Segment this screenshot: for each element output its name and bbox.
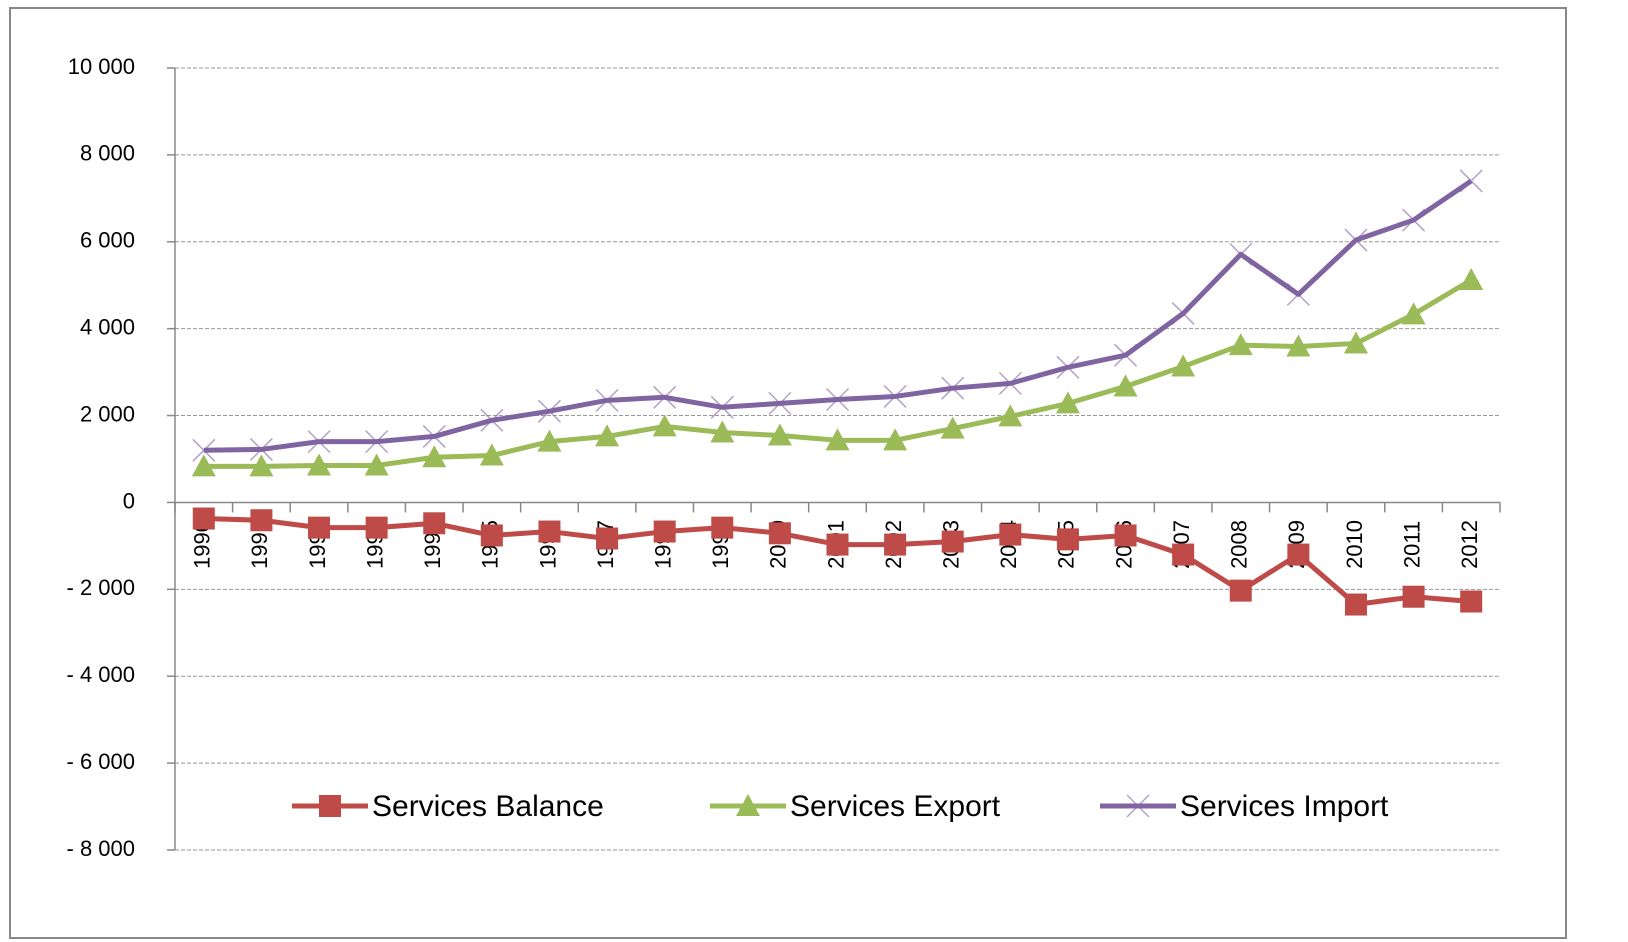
marker bbox=[250, 509, 273, 532]
marker bbox=[1459, 268, 1484, 291]
marker bbox=[1287, 543, 1310, 566]
marker bbox=[307, 430, 331, 454]
marker bbox=[826, 533, 849, 556]
y-tick-label: - 6 000 bbox=[67, 749, 136, 774]
marker bbox=[1286, 334, 1311, 357]
marker bbox=[1459, 169, 1483, 193]
marker bbox=[307, 453, 332, 476]
x-tick-label: 2011 bbox=[1399, 521, 1424, 568]
marker bbox=[998, 404, 1023, 427]
marker bbox=[191, 454, 216, 477]
marker bbox=[736, 794, 760, 816]
marker bbox=[1172, 543, 1195, 566]
marker bbox=[479, 443, 504, 466]
marker bbox=[537, 429, 562, 452]
y-tick-label: - 4 000 bbox=[67, 662, 136, 687]
marker bbox=[596, 527, 619, 550]
y-tick-label: 6 000 bbox=[80, 228, 135, 253]
marker bbox=[1229, 242, 1253, 266]
marker bbox=[595, 388, 619, 412]
marker bbox=[423, 512, 446, 535]
marker bbox=[480, 408, 504, 432]
marker bbox=[825, 428, 850, 451]
y-tick-label: - 2 000 bbox=[67, 575, 136, 600]
marker bbox=[308, 516, 331, 539]
marker bbox=[941, 376, 965, 400]
marker bbox=[825, 387, 850, 412]
legend-label: Services Import bbox=[1180, 790, 1389, 823]
marker bbox=[1344, 593, 1367, 616]
marker bbox=[883, 384, 907, 408]
marker bbox=[1460, 590, 1483, 613]
marker bbox=[1056, 528, 1079, 551]
marker bbox=[1229, 579, 1252, 602]
legend-label: Services Balance bbox=[372, 790, 604, 823]
marker bbox=[940, 416, 965, 439]
marker bbox=[711, 516, 734, 539]
marker bbox=[538, 520, 561, 543]
marker bbox=[537, 399, 561, 423]
y-tick-label: 4 000 bbox=[80, 314, 135, 339]
marker bbox=[1114, 343, 1138, 367]
x-tick-label: 2008 bbox=[1227, 520, 1252, 569]
marker bbox=[1126, 794, 1150, 818]
y-tick-label: 2 000 bbox=[80, 401, 135, 426]
x-tick-label: 2012 bbox=[1457, 520, 1482, 569]
marker bbox=[998, 371, 1022, 395]
marker bbox=[1401, 302, 1426, 325]
marker bbox=[1343, 331, 1368, 354]
marker bbox=[480, 524, 503, 547]
marker bbox=[884, 533, 907, 556]
marker bbox=[319, 795, 341, 817]
marker bbox=[768, 522, 791, 545]
y-tick-label: 0 bbox=[123, 488, 135, 513]
marker bbox=[710, 420, 735, 443]
y-tick-label: 8 000 bbox=[80, 141, 135, 166]
marker bbox=[1228, 333, 1253, 356]
marker bbox=[364, 453, 389, 476]
marker bbox=[249, 437, 273, 461]
marker bbox=[1055, 391, 1080, 414]
y-tick-label: 10 000 bbox=[68, 54, 135, 79]
marker bbox=[1171, 301, 1195, 325]
legend-label: Services Export bbox=[790, 790, 1001, 823]
marker bbox=[710, 395, 734, 419]
marker bbox=[999, 523, 1022, 546]
marker bbox=[365, 430, 389, 454]
marker bbox=[1113, 374, 1138, 397]
marker bbox=[1402, 208, 1426, 232]
marker bbox=[1402, 585, 1425, 608]
marker bbox=[1286, 282, 1310, 306]
marker bbox=[768, 391, 792, 415]
marker bbox=[883, 428, 908, 451]
marker bbox=[192, 438, 216, 462]
marker bbox=[653, 520, 676, 543]
marker bbox=[941, 530, 964, 553]
marker bbox=[1344, 228, 1368, 252]
marker bbox=[249, 454, 274, 477]
legend: Services Balance Services Export Services … bbox=[292, 790, 1389, 823]
marker bbox=[365, 516, 388, 539]
marker bbox=[652, 414, 677, 437]
marker bbox=[422, 445, 447, 468]
marker bbox=[1114, 524, 1137, 547]
marker bbox=[1056, 355, 1080, 379]
marker bbox=[192, 507, 215, 530]
y-tick-label: - 8 000 bbox=[67, 836, 136, 861]
marker bbox=[422, 424, 446, 448]
marker bbox=[1171, 354, 1196, 377]
marker bbox=[595, 424, 620, 447]
marker bbox=[653, 385, 677, 409]
x-tick-label: 2010 bbox=[1342, 520, 1367, 569]
marker bbox=[767, 423, 792, 446]
